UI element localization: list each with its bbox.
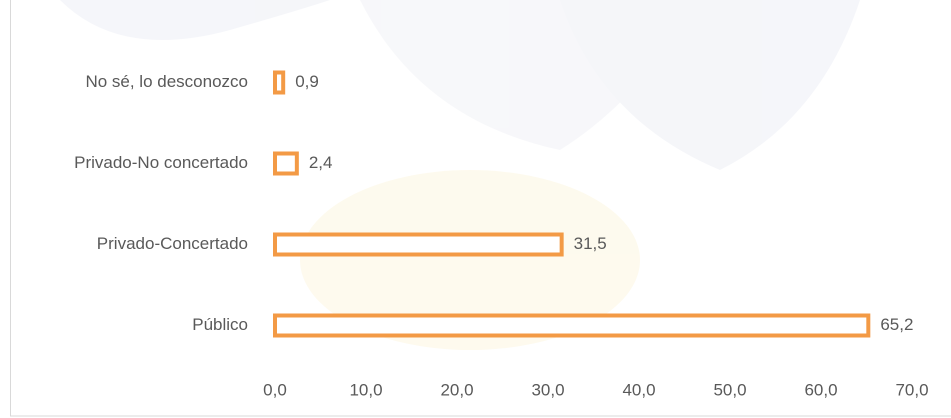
x-tick-label: 40,0 xyxy=(622,380,655,399)
x-tick-label: 60,0 xyxy=(804,380,837,399)
bar xyxy=(273,151,299,176)
x-tick-label: 30,0 xyxy=(531,380,564,399)
x-tick-label: 20,0 xyxy=(440,380,473,399)
bar xyxy=(273,313,871,338)
watermark xyxy=(60,0,860,350)
value-label: 2,4 xyxy=(309,153,333,172)
x-tick-label: 50,0 xyxy=(713,380,746,399)
y-tick-label: Privado-Concertado xyxy=(97,234,248,253)
value-label: 65,2 xyxy=(880,315,913,334)
x-tick-label: 10,0 xyxy=(349,380,382,399)
bar xyxy=(273,70,286,95)
y-tick-label: Privado-No concertado xyxy=(74,153,248,172)
chart-border xyxy=(10,0,951,417)
value-label: 31,5 xyxy=(574,234,607,253)
bar xyxy=(273,232,564,257)
value-label: 0,9 xyxy=(295,72,319,91)
x-tick-label: 0,0 xyxy=(263,380,287,399)
y-tick-label: No sé, lo desconozco xyxy=(85,72,248,91)
x-tick-label: 70,0 xyxy=(895,380,928,399)
y-tick-label: Público xyxy=(192,315,248,334)
